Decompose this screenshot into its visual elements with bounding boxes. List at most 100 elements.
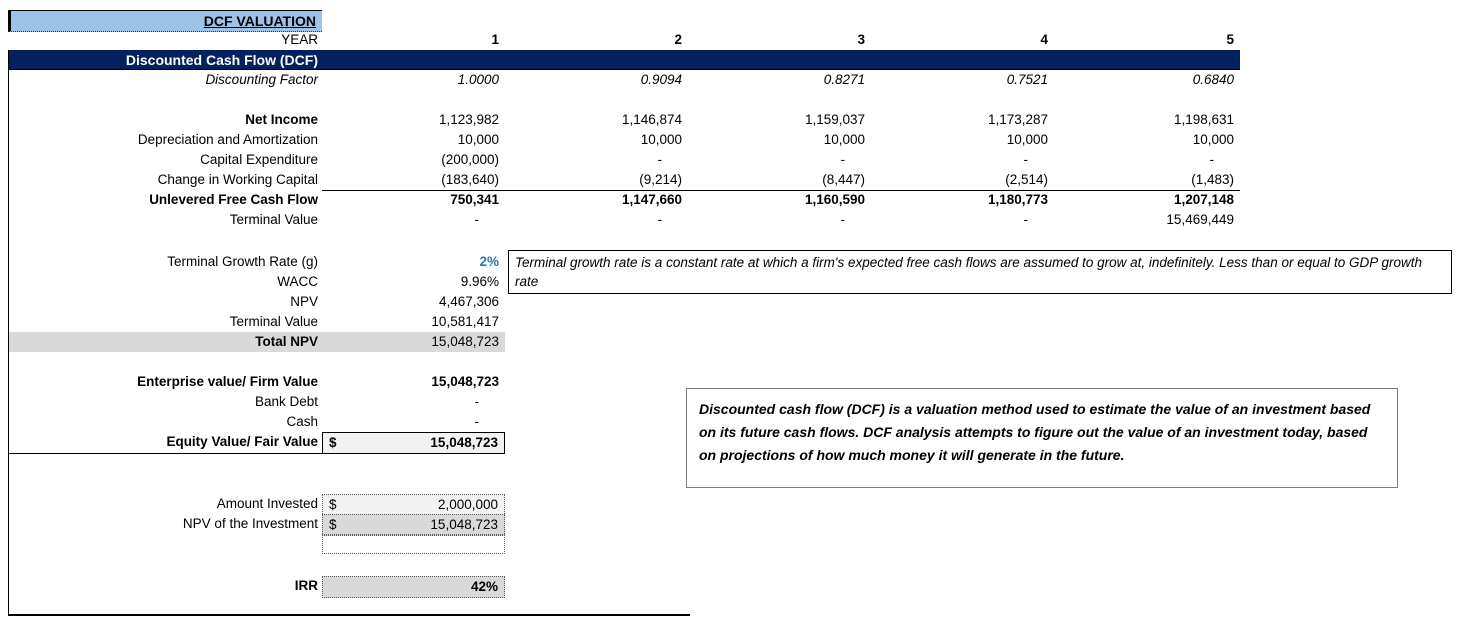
bank-debt-row: Bank Debt - xyxy=(8,392,1240,412)
wacc-row: WACC 9.96% xyxy=(8,272,1240,292)
value-cell[interactable]: 1,123,982 xyxy=(438,112,499,127)
value-cell[interactable]: 10,000 xyxy=(823,132,865,147)
year-label: YEAR xyxy=(281,32,318,47)
value-cell[interactable]: 10,000 xyxy=(1192,132,1234,147)
summary-terminal-value-row: Terminal Value 10,581,417 xyxy=(8,312,1240,332)
value-cell[interactable]: 1,180,773 xyxy=(987,192,1048,207)
equity-value-cell[interactable]: $ 15,048,723 xyxy=(322,432,505,454)
spreadsheet-grid: DCF VALUATION YEAR 1 2 3 4 5 Discounted … xyxy=(8,10,1240,598)
value-cell[interactable]: 1,146,874 xyxy=(621,112,682,127)
year-cell[interactable]: 2 xyxy=(674,32,682,47)
value-cell[interactable]: 1,198,631 xyxy=(1173,112,1234,127)
title-row: DCF VALUATION xyxy=(8,10,1240,32)
total-npv-row: Total NPV 15,048,723 xyxy=(8,332,1240,352)
npv-label: NPV xyxy=(290,294,318,309)
npv-investment-cell[interactable]: $ 15,048,723 xyxy=(322,514,505,536)
value-cell[interactable]: 1,160,590 xyxy=(804,192,865,207)
value-cell[interactable]: 0.7521 xyxy=(1006,72,1048,87)
terminal-growth-label: Terminal Growth Rate (g) xyxy=(167,254,318,269)
depreciation-label: Depreciation and Amortization xyxy=(137,132,318,147)
value-cell[interactable]: (1,483) xyxy=(1054,170,1240,191)
terminal-growth-row: Terminal Growth Rate (g) 2% xyxy=(8,252,1240,272)
value-cell[interactable]: - xyxy=(840,212,846,227)
empty-input-cell[interactable] xyxy=(322,534,505,554)
year-row: YEAR 1 2 3 4 5 xyxy=(8,30,1240,50)
value-cell[interactable]: 1,207,148 xyxy=(1173,192,1234,207)
wacc-value[interactable]: 9.96% xyxy=(460,274,499,289)
value-cell[interactable]: 0.8271 xyxy=(823,72,865,87)
bank-debt-label: Bank Debt xyxy=(254,394,318,409)
left-border-line xyxy=(8,50,9,615)
year-cell[interactable]: 1 xyxy=(491,32,499,47)
value-cell[interactable]: - xyxy=(1023,212,1029,227)
value-cell[interactable]: (200,000) xyxy=(441,152,499,167)
irr-label: IRR xyxy=(294,578,318,593)
value-cell[interactable]: - xyxy=(657,212,663,227)
dcf-definition-note-box[interactable]: Discounted cash flow (DCF) is a valuatio… xyxy=(686,388,1398,488)
currency-symbol: $ xyxy=(329,517,337,532)
value-cell[interactable]: 10,000 xyxy=(1006,132,1048,147)
summary-terminal-value[interactable]: 10,581,417 xyxy=(431,314,499,329)
cash-value[interactable]: - xyxy=(474,414,480,429)
equity-value: 15,048,723 xyxy=(430,435,498,450)
value-cell[interactable]: 10,000 xyxy=(640,132,682,147)
value-cell[interactable]: - xyxy=(474,212,480,227)
enterprise-value-label: Enterprise value/ Firm Value xyxy=(137,374,318,389)
empty-input-row xyxy=(8,534,1240,554)
irr-value: 42% xyxy=(470,579,498,594)
value-cell[interactable]: 1,147,660 xyxy=(621,192,682,207)
value-cell[interactable]: 1,159,037 xyxy=(804,112,865,127)
discounting-factor-label: Discounting Factor xyxy=(205,72,318,87)
working-capital-row: Change in Working Capital (183,640) (9,2… xyxy=(8,170,1240,191)
value-cell[interactable]: - xyxy=(657,152,663,167)
enterprise-value[interactable]: 15,048,723 xyxy=(431,374,499,389)
value-cell[interactable]: - xyxy=(1023,152,1029,167)
value-cell[interactable]: 0.6840 xyxy=(1192,72,1234,87)
equity-value-label: Equity Value/ Fair Value xyxy=(8,432,322,454)
npv-value[interactable]: 4,467,306 xyxy=(438,294,499,309)
value-cell[interactable]: 10,000 xyxy=(457,132,499,147)
total-npv-label: Total NPV xyxy=(8,332,322,352)
net-income-label: Net Income xyxy=(245,112,318,127)
value-cell[interactable]: 1,173,287 xyxy=(987,112,1048,127)
year-cell[interactable]: 3 xyxy=(857,32,865,47)
npv-investment-label: NPV of the Investment xyxy=(182,516,318,531)
capex-label: Capital Expenditure xyxy=(200,152,318,167)
total-npv-value[interactable]: 15,048,723 xyxy=(322,332,505,352)
year-cell[interactable]: 5 xyxy=(1226,32,1234,47)
value-cell[interactable]: (183,640) xyxy=(322,170,505,191)
ufcf-label: Unlevered Free Cash Flow xyxy=(149,192,318,207)
value-cell[interactable]: - xyxy=(840,152,846,167)
value-cell[interactable]: (9,214) xyxy=(505,170,688,191)
terminal-growth-input[interactable]: 2% xyxy=(479,254,499,269)
capex-row: Capital Expenditure (200,000) - - - - xyxy=(8,150,1240,170)
value-cell[interactable]: (8,447) xyxy=(688,170,871,191)
page-title[interactable]: DCF VALUATION xyxy=(8,10,322,32)
currency-symbol: $ xyxy=(329,497,337,512)
irr-cell[interactable]: 42% xyxy=(322,576,505,598)
dcf-definition-note-text: Discounted cash flow (DCF) is a valuatio… xyxy=(699,401,1371,463)
discounting-factor-row: Discounting Factor 1.0000 0.9094 0.8271 … xyxy=(8,70,1240,90)
summary-terminal-value-label: Terminal Value xyxy=(229,314,318,329)
value-cell[interactable]: 0.9094 xyxy=(640,72,682,87)
value-cell[interactable]: 15,469,449 xyxy=(1166,212,1234,227)
currency-symbol: $ xyxy=(329,435,337,450)
section-band-title: Discounted Cash Flow (DCF) xyxy=(125,52,318,68)
cash-row: Cash - xyxy=(8,412,1240,432)
amount-invested-value: 2,000,000 xyxy=(437,497,498,512)
net-income-row: Net Income 1,123,982 1,146,874 1,159,037… xyxy=(8,110,1240,130)
empty-label xyxy=(8,534,322,554)
value-cell[interactable]: - xyxy=(1209,152,1215,167)
ufcf-row: Unlevered Free Cash Flow 750,341 1,147,6… xyxy=(8,190,1240,210)
value-cell[interactable]: (2,514) xyxy=(871,170,1054,191)
value-cell[interactable]: 1.0000 xyxy=(457,72,499,87)
terminal-growth-note-box[interactable]: Terminal growth rate is a constant rate … xyxy=(508,250,1452,294)
enterprise-value-row: Enterprise value/ Firm Value 15,048,723 xyxy=(8,372,1240,392)
amount-invested-cell[interactable]: $ 2,000,000 xyxy=(322,494,505,516)
value-cell[interactable]: 750,341 xyxy=(450,192,499,207)
cash-label: Cash xyxy=(286,414,318,429)
amount-invested-label: Amount Invested xyxy=(216,496,318,511)
bank-debt-value[interactable]: - xyxy=(474,394,480,409)
year-cell[interactable]: 4 xyxy=(1040,32,1048,47)
